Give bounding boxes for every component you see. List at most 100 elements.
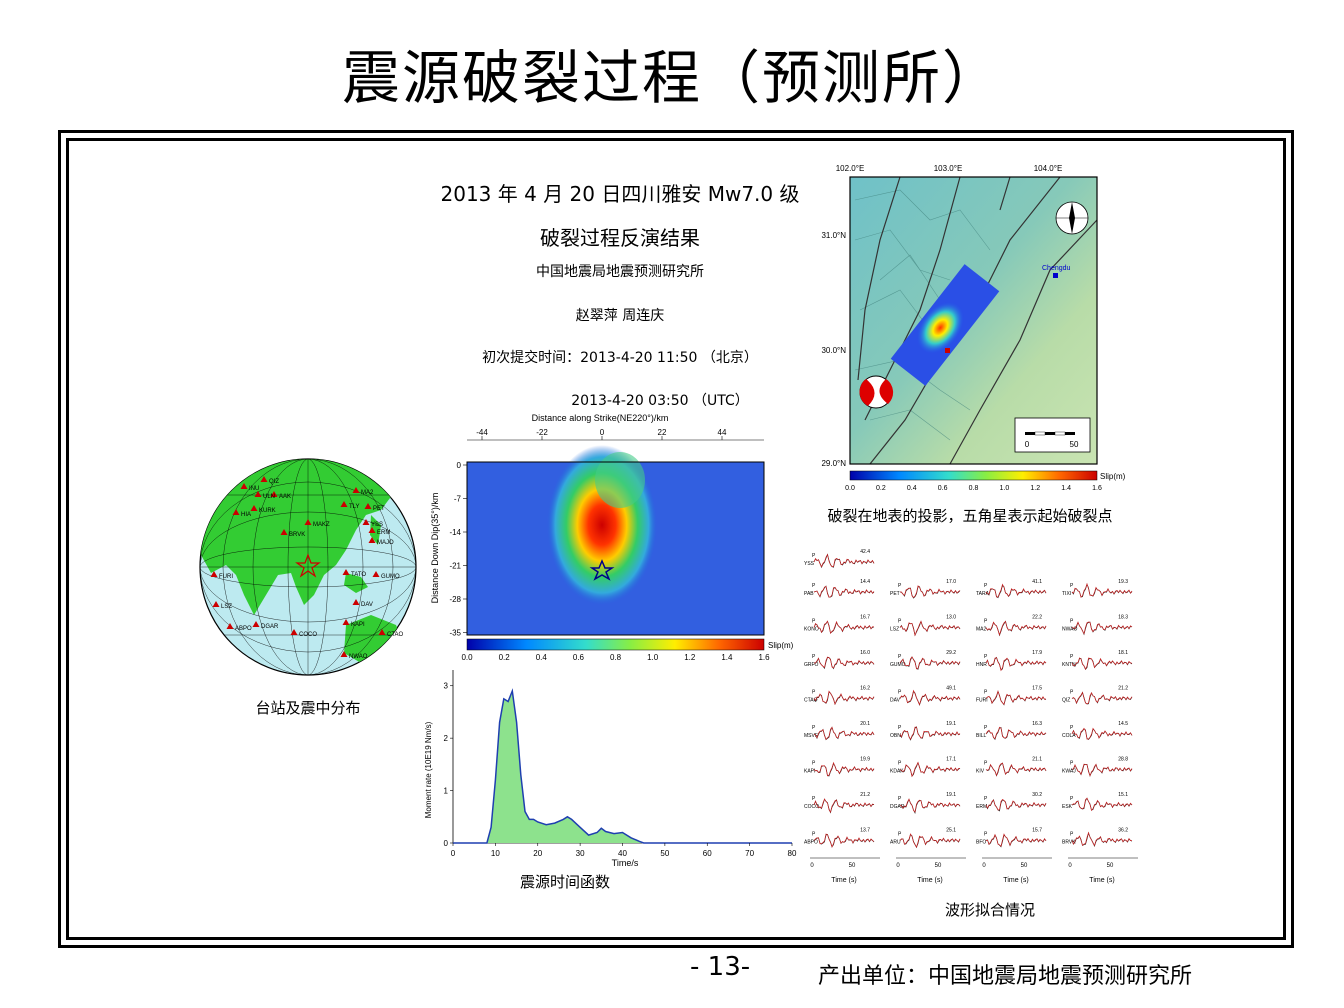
waveform-panel: P COLA 14.5 (1062, 721, 1133, 740)
scale-tick-0: 0 (1025, 440, 1030, 449)
station-code: TARA (976, 591, 990, 597)
synthetic-trace (1071, 763, 1133, 777)
waveform-panel: P LSZ 13.0 (890, 615, 961, 637)
station-marker (250, 505, 258, 511)
slip-colorbar (466, 638, 765, 651)
waveform-panel: P TARA 41.1 (976, 579, 1047, 599)
waveform-panel: P COCO 21.2 (804, 792, 875, 814)
synthetic-trace (900, 585, 961, 599)
slip-colorbar-tick: 1.0 (647, 653, 659, 662)
station-marker (352, 599, 360, 605)
waveform-panel: P FURI 17.5 (976, 686, 1047, 706)
lat-tick: 30.0°N (821, 346, 846, 355)
max-amplitude: 18.3 (1118, 615, 1128, 621)
station-code: DAV (890, 698, 901, 704)
station-code: BFO (976, 840, 986, 846)
slip-x-ticks: -44 -22 0 22 44 (467, 428, 764, 441)
synthetic-trace (899, 620, 961, 637)
station-marker (352, 487, 360, 493)
station-marker (342, 619, 350, 625)
station-marker (290, 629, 298, 635)
station-marker (368, 527, 376, 533)
station-label: ABPO (235, 626, 252, 632)
station-marker (340, 501, 348, 507)
observed-trace (1071, 691, 1133, 705)
lon-tick: 104.0°E (1034, 164, 1063, 173)
observed-trace (899, 761, 961, 777)
waveform-panel: P ARU 25.1 (890, 828, 961, 849)
synthetic-trace (985, 690, 1047, 705)
page-number: - 13- (690, 952, 751, 982)
max-amplitude: 19.1 (946, 792, 956, 798)
station-code: GUMO (890, 662, 906, 668)
phase-label: P (984, 761, 988, 767)
station-marker (368, 537, 376, 543)
waveform-panel: P CTAO 16.2 (804, 686, 875, 706)
slip-colorbar-tick: 1.2 (684, 653, 696, 662)
station-marker (280, 529, 288, 535)
slip-colorbar-ticks: 0.0 0.2 0.4 0.6 0.8 1.0 1.2 1.4 1.6 (461, 653, 770, 662)
station-label: LSZ (221, 604, 232, 610)
station-marker (240, 483, 248, 489)
observed-trace (985, 762, 1047, 777)
moment-rate-x-tick: 60 (703, 849, 712, 858)
synthetic-trace (985, 657, 1047, 672)
phase-label: P (984, 725, 988, 731)
max-amplitude: 13.7 (860, 828, 870, 834)
moment-rate-x-tick: 80 (788, 849, 797, 858)
station-code: GRFO (804, 662, 819, 668)
max-amplitude: 22.2 (1032, 615, 1042, 621)
time-axis-label: Time (s) (831, 877, 856, 884)
moment-rate-area (453, 691, 792, 843)
synthetic-trace (813, 585, 875, 598)
synthetic-trace (899, 798, 961, 813)
map-colorbar-tick: 1.2 (1030, 485, 1040, 492)
moment-rate-x-tick: 70 (745, 849, 754, 858)
waveform-panel: P KWAJ 28.8 (1062, 757, 1133, 777)
synthetic-trace (985, 762, 1047, 777)
synthetic-trace (985, 799, 1047, 811)
max-amplitude: 13.0 (946, 615, 956, 621)
map-colorbar-tick: 0.8 (969, 485, 979, 492)
phase-label: P (898, 725, 902, 731)
max-amplitude: 49.1 (946, 686, 956, 692)
station-code: ABPO (804, 840, 818, 846)
observed-trace (813, 657, 875, 670)
max-amplitude: 14.5 (1118, 721, 1128, 727)
slip-colorbar-tick: 0.2 (499, 653, 511, 662)
station-globe: QIZ BRVK MAKZ AAK PET YSS ERM MAJO TATO GUMO FURI D… (199, 458, 417, 676)
max-amplitude: 41.1 (1032, 579, 1042, 585)
max-amplitude: 25.1 (946, 828, 956, 834)
max-amplitude: 17.9 (1032, 650, 1042, 656)
phase-label: P (898, 832, 902, 838)
regional-slip-map: Chengdu 0 50 102.0°E 103.0°E 104.0°E 31.… (821, 164, 1125, 492)
slip-y-tick: 0 (457, 461, 462, 470)
phase-label: P (1070, 796, 1074, 802)
fault-plane-projection (890, 264, 1000, 386)
moment-rate-x-tick: 50 (660, 849, 669, 858)
synthetic-trace (813, 690, 875, 706)
phase-label: P (812, 553, 816, 559)
max-amplitude: 30.2 (1032, 792, 1042, 798)
synthetic-trace (985, 620, 1047, 637)
report-heading: 2013 年 4 月 20 日四川雅安 Mw7.0 级 (440, 182, 800, 206)
observed-trace (1071, 728, 1133, 740)
globe-stations: QIZ BRVK MAKZ AAK PET YSS ERM MAJO TATO GUMO FURI D… (210, 476, 404, 660)
station-label: ERM (377, 530, 390, 536)
waveform-panel: P KAPI 19.9 (804, 757, 875, 777)
station-code: COCO (804, 804, 819, 810)
slip-x-tick: -22 (536, 428, 548, 437)
station-code: PET (890, 591, 900, 597)
waveform-panel: P KIV 21.1 (976, 757, 1047, 777)
synthetic-trace (1071, 831, 1132, 847)
waveform-grid: P YSS 42.4 P PAB 14.4 P PET 17.0 P TARA 41.1 P TIXI 19… (804, 549, 1138, 884)
station-label: YSS (371, 522, 383, 528)
station-label: DGAR (261, 624, 279, 630)
epicenter-star (295, 553, 321, 578)
waveform-panel: P OBN 19.1 (890, 721, 961, 741)
time-tick: 50 (1021, 863, 1028, 869)
city-marker (1053, 273, 1058, 278)
station-label: INU (249, 486, 259, 492)
focal-mechanism-beachball (859, 375, 894, 409)
slip-y-tick: -28 (449, 595, 461, 604)
